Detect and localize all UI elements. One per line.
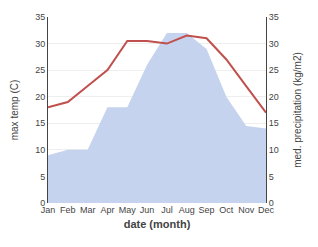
svg-text:10: 10 — [269, 145, 279, 155]
svg-text:20: 20 — [35, 92, 45, 102]
svg-text:Jul: Jul — [161, 205, 173, 215]
svg-text:Sep: Sep — [199, 205, 215, 215]
svg-text:date (month): date (month) — [124, 218, 191, 230]
svg-text:25: 25 — [35, 65, 45, 75]
svg-text:Oct: Oct — [219, 205, 234, 215]
svg-text:Nov: Nov — [238, 205, 255, 215]
svg-text:15: 15 — [35, 118, 45, 128]
svg-text:10: 10 — [35, 145, 45, 155]
svg-text:25: 25 — [269, 65, 279, 75]
svg-text:35: 35 — [35, 12, 45, 22]
svg-text:0: 0 — [40, 198, 45, 208]
svg-text:35: 35 — [269, 12, 279, 22]
svg-text:max temp (C): max temp (C) — [9, 80, 20, 141]
svg-text:30: 30 — [269, 39, 279, 49]
svg-text:5: 5 — [40, 172, 45, 182]
svg-text:5: 5 — [269, 172, 274, 182]
svg-text:30: 30 — [35, 39, 45, 49]
svg-text:Feb: Feb — [60, 205, 76, 215]
svg-text:0: 0 — [269, 198, 274, 208]
svg-text:Jun: Jun — [140, 205, 155, 215]
svg-text:Dec: Dec — [258, 205, 275, 215]
svg-text:med. precipitation (kg/m2): med. precipitation (kg/m2) — [292, 52, 303, 168]
svg-text:Apr: Apr — [100, 205, 114, 215]
svg-text:15: 15 — [269, 118, 279, 128]
svg-text:May: May — [119, 205, 137, 215]
svg-text:Mar: Mar — [80, 205, 96, 215]
svg-text:Aug: Aug — [179, 205, 195, 215]
svg-text:Jan: Jan — [41, 205, 56, 215]
svg-text:20: 20 — [269, 92, 279, 102]
